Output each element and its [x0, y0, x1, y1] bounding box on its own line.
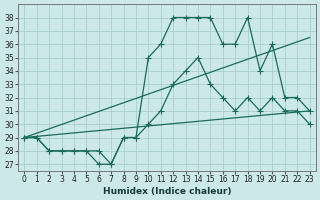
X-axis label: Humidex (Indice chaleur): Humidex (Indice chaleur)	[103, 187, 231, 196]
